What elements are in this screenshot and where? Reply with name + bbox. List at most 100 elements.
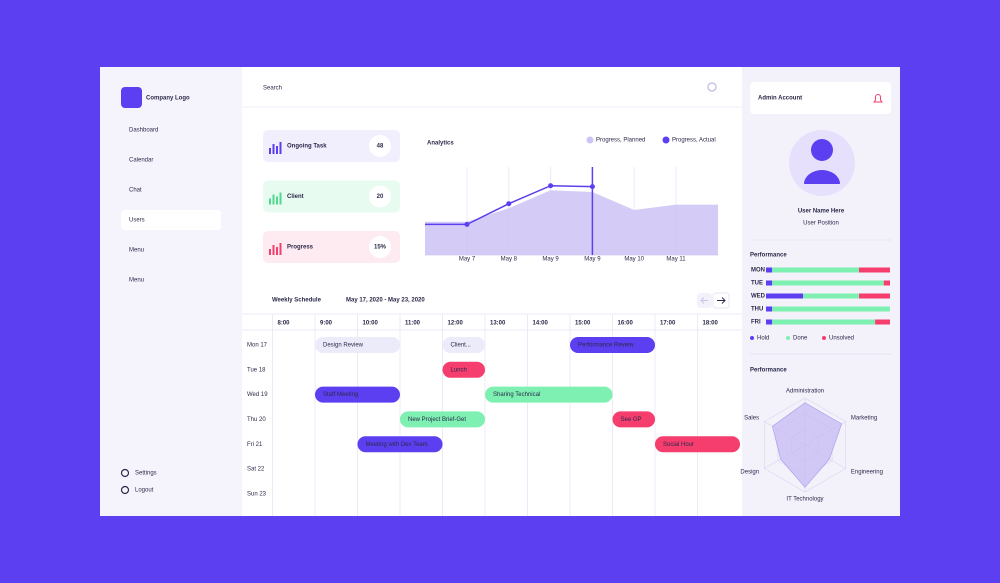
time-label: 8:00 xyxy=(278,321,291,327)
stat-icon-bar xyxy=(269,249,271,255)
time-label: 14:00 xyxy=(533,321,549,327)
event-label: Client... xyxy=(451,343,472,349)
footer-item[interactable]: Logout xyxy=(135,488,154,494)
legend-label: Progress, Planned xyxy=(596,138,645,144)
perf-segment xyxy=(766,280,773,286)
radar-label: Sales xyxy=(744,416,759,422)
stat-value: 48 xyxy=(377,144,384,150)
perf-segment xyxy=(859,267,890,273)
event[interactable] xyxy=(442,361,486,378)
time-label: 16:00 xyxy=(618,321,634,327)
stat-icon-bar xyxy=(272,144,275,154)
stat-card xyxy=(263,180,400,213)
perf-day: TUE xyxy=(751,281,763,287)
perf-legend-label: Unsolved xyxy=(829,336,854,342)
event-label: Lunch xyxy=(451,367,467,373)
actual-point xyxy=(548,183,554,189)
time-label: 18:00 xyxy=(703,321,719,327)
legend-swatch xyxy=(662,136,670,144)
x-tick-label: May 11 xyxy=(666,257,686,263)
stat-value-bg xyxy=(369,185,391,208)
perf-day: FRI xyxy=(751,320,761,326)
perf-segment xyxy=(883,280,890,286)
legend-swatch xyxy=(586,136,594,144)
stat-value-bg xyxy=(369,236,391,258)
stat-icon-bar xyxy=(269,148,271,154)
time-label: 12:00 xyxy=(448,321,464,327)
actual-point xyxy=(589,184,595,190)
footer-icon xyxy=(120,485,130,495)
stat-icon-bar xyxy=(269,198,271,205)
event[interactable] xyxy=(655,436,740,453)
nav-active xyxy=(121,210,221,230)
event[interactable] xyxy=(357,436,443,453)
nav-item[interactable]: Calendar xyxy=(129,158,153,164)
event-label: Design Review xyxy=(323,343,364,349)
nav-item[interactable]: Chat xyxy=(129,188,142,194)
footer-item[interactable]: Settings xyxy=(135,471,157,477)
event[interactable] xyxy=(442,337,486,353)
planned-area xyxy=(425,190,718,255)
perf-segment xyxy=(766,319,773,325)
search-input[interactable]: Search xyxy=(263,86,282,92)
day-label: Sun 23 xyxy=(247,491,267,497)
perf-legend-dot xyxy=(822,336,826,340)
event-label: New Project Brief-Get xyxy=(408,417,466,423)
perf-legend-dot xyxy=(786,336,790,340)
radar-area xyxy=(772,402,842,488)
perf-segment xyxy=(772,306,890,312)
perf-segment xyxy=(766,306,773,312)
radar-label: Design xyxy=(740,470,759,476)
x-tick-label: May 9 xyxy=(584,257,601,263)
avatar-head xyxy=(811,139,833,161)
event[interactable] xyxy=(315,386,400,403)
nav-item[interactable]: Dashboard xyxy=(129,128,158,134)
stat-label: Client xyxy=(287,194,304,200)
event[interactable] xyxy=(612,411,656,428)
perf-day: MON xyxy=(751,268,765,274)
analytics-title: Analytics xyxy=(427,141,454,147)
actual-point xyxy=(506,201,512,207)
event-label: Meeting with Dev Team xyxy=(366,442,428,448)
day-label: Thu 20 xyxy=(247,417,266,423)
stat-card xyxy=(263,130,400,162)
perf-segment xyxy=(766,267,773,273)
radar-label: Marketing xyxy=(851,416,877,422)
perf-legend-label: Hold xyxy=(757,336,769,342)
event[interactable] xyxy=(485,386,613,403)
radar-label: Engineering xyxy=(851,470,883,476)
search-icon[interactable] xyxy=(707,82,717,92)
day-label: Wed 19 xyxy=(247,392,268,398)
time-label: 17:00 xyxy=(660,321,676,327)
footer-icon xyxy=(120,468,130,478)
schedule-title: Weekly Schedule xyxy=(272,298,322,304)
event[interactable] xyxy=(315,337,400,353)
user-position: User Position xyxy=(803,221,839,227)
stat-value-bg xyxy=(369,135,391,157)
perf-segment xyxy=(803,293,859,299)
event[interactable] xyxy=(570,337,655,353)
time-label: 11:00 xyxy=(405,321,421,327)
stat-icon-bar xyxy=(279,243,282,255)
time-label: 15:00 xyxy=(575,321,591,327)
event-label: Sharing Technical xyxy=(493,392,540,398)
stat-label: Progress xyxy=(287,245,314,251)
perf-legend-dot xyxy=(750,336,754,340)
stat-icon-bar xyxy=(279,142,282,154)
event-label: Performance Review xyxy=(578,343,634,349)
day-label: Tue 18 xyxy=(247,367,266,373)
prev-arrow xyxy=(700,297,708,304)
stat-card xyxy=(263,231,400,263)
stat-icon-bar xyxy=(276,146,278,154)
logo-text: Company Logo xyxy=(146,96,190,102)
nav-item[interactable]: Menu xyxy=(129,278,144,284)
bell-icon[interactable] xyxy=(873,94,883,103)
nav-item[interactable]: Users xyxy=(129,218,145,224)
x-tick-label: May 9 xyxy=(542,257,559,263)
event[interactable] xyxy=(400,411,485,428)
nav-item[interactable]: Menu xyxy=(129,248,144,254)
account-card[interactable] xyxy=(750,82,891,114)
perf-legend-label: Done xyxy=(793,336,808,342)
event-label: Social Hour xyxy=(663,442,694,448)
